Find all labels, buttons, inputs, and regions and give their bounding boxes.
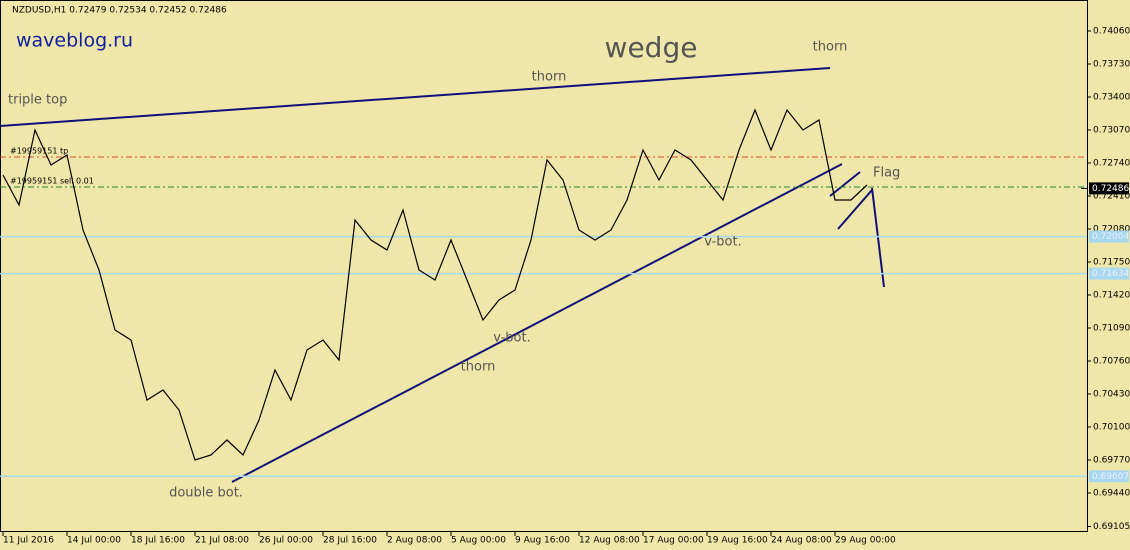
x-tick-label: 17 Aug 00:00: [643, 536, 704, 546]
y-tick-label: 0.70100: [1093, 423, 1130, 433]
wedge-upper: [0, 67, 831, 127]
chart-title: wedge: [605, 31, 698, 64]
level-box: [1089, 267, 1129, 280]
x-tick-label: 24 Aug 08:00: [771, 536, 832, 546]
price-line: [2, 108, 868, 461]
order-label: #19959151 sell 0.01: [10, 177, 94, 186]
x-tick-label: 28 Jul 16:00: [323, 536, 377, 546]
y-tick-label: 0.69440: [1093, 489, 1130, 499]
y-tick-label: 0.73070: [1093, 126, 1130, 136]
x-tick-label: 5 Aug 00:00: [451, 536, 506, 546]
wedge-lower: [231, 163, 843, 483]
y-tick-label: 0.71750: [1093, 258, 1130, 268]
x-tick-label: 11 Jul 2016: [3, 536, 54, 546]
annotation: v-bot.: [493, 331, 530, 346]
x-tick-label: 19 Aug 16:00: [707, 536, 768, 546]
level-label: 0.69607: [1092, 472, 1129, 482]
y-tick-label: 0.71090: [1093, 324, 1130, 334]
y-tick-label: 0.72080: [1093, 225, 1130, 235]
y-tick-label: 0.73730: [1093, 60, 1130, 70]
header: NZDUSD,H1 0.72479 0.72534 0.72452 0.7248…: [12, 6, 227, 16]
y-tick-label: 0.70430: [1093, 390, 1130, 400]
x-tick-label: 14 Jul 00:00: [67, 536, 121, 546]
projection: [871, 187, 885, 288]
watermark: waveblog.ru: [16, 30, 133, 52]
annotation: thorn: [813, 40, 848, 55]
level-label: 0.72486: [1092, 184, 1129, 194]
y-tick-label: 0.73400: [1093, 93, 1130, 103]
annotation: thorn: [461, 360, 496, 375]
annotation: triple top: [8, 93, 67, 108]
x-tick-label: 29 Aug 00:00: [835, 536, 896, 546]
y-tick-label: 0.71420: [1093, 291, 1130, 301]
level-box: [1089, 230, 1129, 243]
y-tick-label: 0.72410: [1093, 192, 1130, 202]
annotation: double bot.: [169, 486, 243, 501]
y-tick-label: 0.74060: [1093, 27, 1130, 37]
x-tick-label: 12 Aug 08:00: [579, 536, 640, 546]
level-label: 0.71634: [1092, 269, 1129, 279]
level-label: 0.72004: [1092, 232, 1129, 242]
y-tick-label: 0.69105: [1093, 522, 1130, 532]
x-tick-label: 21 Jul 08:00: [195, 536, 249, 546]
y-tick-label: 0.69770: [1093, 456, 1130, 466]
y-tick-label: 0.72740: [1093, 159, 1130, 169]
order-label: #19959151 tp: [10, 147, 68, 156]
flag-upper: [829, 171, 861, 197]
x-tick-label: 2 Aug 08:00: [387, 536, 442, 546]
y-tick-label: 0.70760: [1093, 357, 1130, 367]
level-box: [1089, 470, 1129, 483]
x-tick-label: 26 Jul 00:00: [259, 536, 313, 546]
flag-lower: [837, 189, 873, 230]
trend-lines: [0, 67, 885, 483]
plot-frame: [0, 0, 1088, 532]
annotation: v-bot.: [704, 235, 741, 250]
level-box: [1089, 182, 1129, 195]
x-tick-label: 18 Jul 16:00: [131, 536, 185, 546]
annotation: thorn: [532, 70, 567, 85]
annotation: Flag: [873, 166, 900, 181]
x-tick-label: 9 Aug 16:00: [515, 536, 570, 546]
